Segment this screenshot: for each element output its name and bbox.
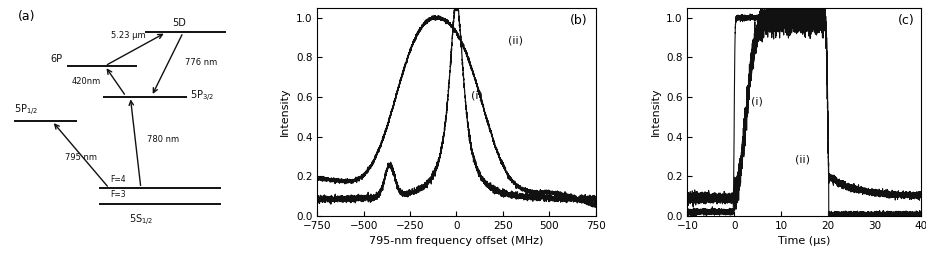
Text: 5.23 µm: 5.23 µm [111,31,145,40]
Text: (a): (a) [19,10,35,23]
Text: 780 nm: 780 nm [147,135,180,144]
Text: 420nm: 420nm [71,77,101,86]
Y-axis label: Intensity: Intensity [281,87,291,136]
Text: (i): (i) [471,91,483,101]
Text: 776 nm: 776 nm [185,58,218,67]
Text: F=4: F=4 [110,175,126,184]
Text: 795 nm: 795 nm [65,153,96,162]
X-axis label: Time (μs): Time (μs) [778,236,831,246]
Text: (i): (i) [751,97,762,107]
Text: 5P$_{3/2}$: 5P$_{3/2}$ [190,89,214,104]
Text: (c): (c) [897,14,914,27]
Text: 5S$_{1/2}$: 5S$_{1/2}$ [129,213,153,228]
Text: 5D: 5D [172,18,186,28]
Text: (ii): (ii) [795,154,810,164]
Text: (b): (b) [569,14,587,27]
Text: (ii): (ii) [508,35,523,45]
Y-axis label: Intensity: Intensity [651,87,660,136]
Text: 6P: 6P [50,54,63,64]
Text: 5P$_{1/2}$: 5P$_{1/2}$ [14,103,38,118]
Text: F=3: F=3 [110,190,126,199]
X-axis label: 795-nm frequency offset (MHz): 795-nm frequency offset (MHz) [369,236,544,246]
